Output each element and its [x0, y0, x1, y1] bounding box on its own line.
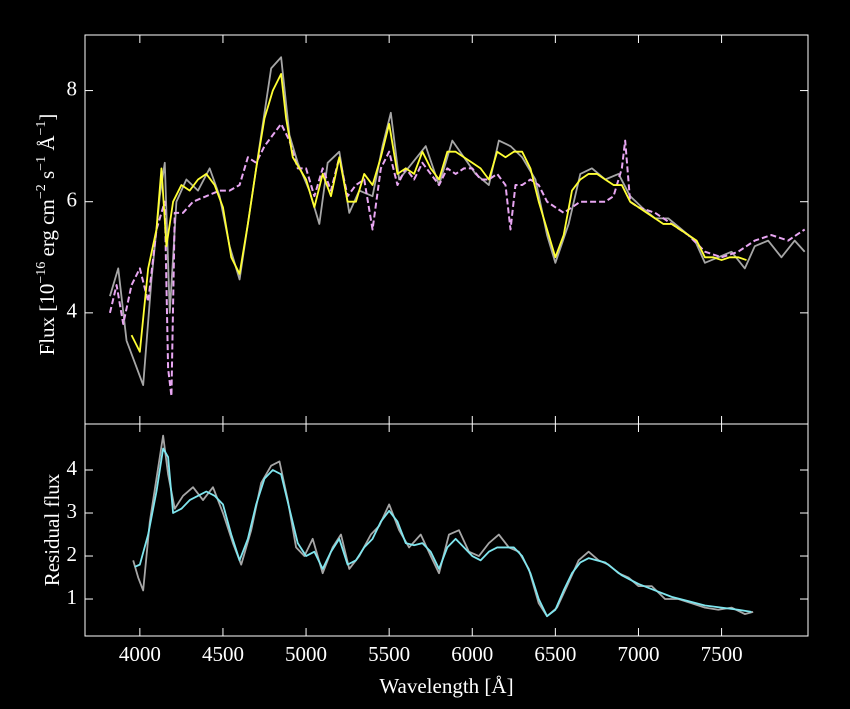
x-tick-label: 5000: [285, 642, 327, 666]
x-tick-label: 4000: [119, 642, 161, 666]
y-tick-label: 4: [67, 299, 78, 323]
data-line: [134, 447, 752, 618]
y-axis-label-part: erg cm: [35, 199, 59, 262]
y-tick-label: 3: [67, 499, 78, 523]
y-axis-label-superscript: −1: [34, 121, 49, 136]
x-tick-label: 6000: [451, 642, 493, 666]
plot-frame: [84, 423, 809, 637]
y-axis-label-part: Flux [10: [35, 284, 59, 356]
x-tick-label: 7000: [617, 642, 659, 666]
y-axis-label-superscript: −1: [34, 156, 49, 171]
data-line: [130, 73, 747, 353]
y-axis-label: Flux [10−16 erg cm−2 s−1 Å−1]: [34, 114, 59, 356]
x-tick-label: 4500: [202, 642, 244, 666]
y-tick-label: 8: [67, 76, 78, 100]
x-tick-label: 7500: [701, 642, 743, 666]
y-axis-label: Residual flux: [40, 473, 64, 586]
y-axis-label-part: ]: [35, 114, 59, 121]
x-tick-label: 5500: [368, 642, 410, 666]
x-tick-label: 6500: [534, 642, 576, 666]
y-tick-label: 4: [67, 456, 78, 480]
data-line: [108, 122, 806, 398]
x-axis-label: Wavelength [Å]: [379, 674, 513, 698]
y-tick-label: 2: [67, 542, 78, 566]
data-line: [109, 56, 806, 386]
y-axis-label-superscript: −16: [34, 262, 49, 284]
y-axis-label-part: Å: [35, 135, 59, 156]
y-axis-label-part: s: [35, 171, 59, 184]
y-axis-label-superscript: −2: [34, 184, 49, 199]
y-tick-label: 1: [67, 585, 78, 609]
y-tick-label: 6: [67, 188, 78, 212]
